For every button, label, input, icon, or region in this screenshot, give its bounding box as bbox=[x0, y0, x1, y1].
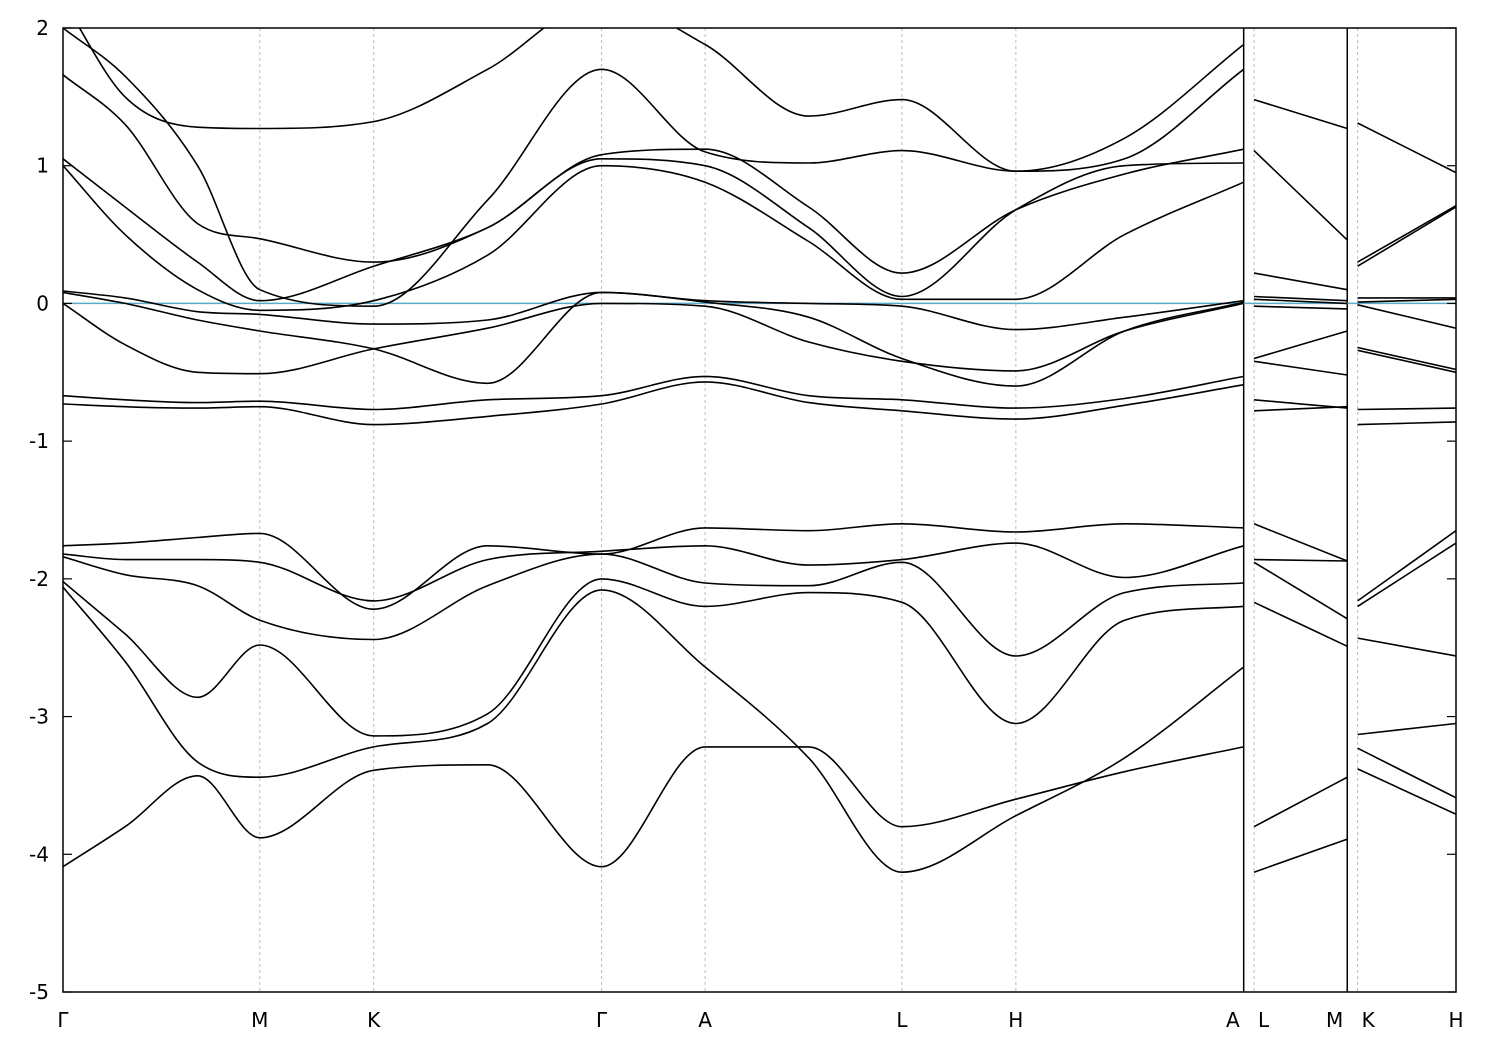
band-16-segment-1 bbox=[78, 28, 1245, 173]
x-tick-label: A bbox=[1226, 1008, 1240, 1032]
band-8-segment-3 bbox=[1357, 407, 1456, 411]
band-14-segment-2 bbox=[1253, 272, 1348, 291]
band-12-segment-3 bbox=[1357, 298, 1456, 303]
band-13 bbox=[63, 157, 1456, 302]
band-5-segment-1 bbox=[63, 542, 1244, 602]
band-3-segment-2 bbox=[1253, 601, 1348, 648]
band-1-segment-2 bbox=[1253, 776, 1348, 828]
band-6-segment-2 bbox=[1253, 523, 1348, 562]
band-12 bbox=[63, 164, 1456, 312]
band-11-segment-3 bbox=[1357, 304, 1456, 329]
y-tick-label: -5 bbox=[29, 980, 49, 1004]
x-tick-label: H bbox=[1008, 1008, 1023, 1032]
band-3 bbox=[63, 578, 1456, 737]
y-tick-label: -1 bbox=[29, 429, 49, 453]
band-7 bbox=[63, 381, 1456, 426]
band-13-segment-2 bbox=[1253, 295, 1348, 302]
y-tick-label: -3 bbox=[29, 705, 49, 729]
band-16 bbox=[78, 28, 1456, 174]
band-3-segment-1 bbox=[63, 578, 1244, 737]
band-4-segment-2 bbox=[1253, 561, 1348, 620]
x-tick-label: Γ bbox=[57, 1008, 69, 1032]
band-2-segment-1 bbox=[63, 586, 1245, 874]
x-tick-label: L bbox=[1258, 1008, 1270, 1032]
band-2-segment-2 bbox=[1253, 838, 1348, 873]
band-12-segment-2 bbox=[1253, 298, 1348, 305]
x-tick-label: A bbox=[698, 1008, 712, 1032]
band-14-segment-1 bbox=[63, 74, 1244, 274]
band-16-segment-3 bbox=[1357, 122, 1456, 174]
band-11-segment-2 bbox=[1253, 305, 1348, 310]
x-tick-label: H bbox=[1448, 1008, 1463, 1032]
band-15-segment-3 bbox=[1357, 205, 1456, 263]
band-8-segment-1 bbox=[63, 375, 1244, 411]
band-9-segment-2 bbox=[1253, 360, 1348, 376]
x-tick-label: K bbox=[1362, 1008, 1376, 1032]
band-6 bbox=[63, 522, 1456, 611]
y-tick-label: 2 bbox=[36, 16, 49, 40]
y-tick-label: -4 bbox=[29, 842, 49, 866]
x-tick-label: M bbox=[1326, 1008, 1343, 1032]
band-14-segment-3 bbox=[1357, 206, 1456, 267]
band-4 bbox=[63, 553, 1456, 657]
band-2 bbox=[63, 586, 1456, 874]
band-9 bbox=[63, 302, 1456, 376]
band-16-segment-2 bbox=[1253, 98, 1348, 130]
band-10 bbox=[63, 291, 1456, 387]
band-12-segment-1 bbox=[63, 164, 1245, 312]
y-tick-label: 1 bbox=[36, 154, 49, 178]
x-tick-label: Γ bbox=[596, 1008, 608, 1032]
band-series-layer bbox=[63, 28, 1456, 874]
band-15 bbox=[63, 28, 1456, 308]
plot-frame bbox=[62, 27, 1457, 993]
band-8-segment-2 bbox=[1253, 399, 1348, 409]
band-2-segment-3 bbox=[1357, 747, 1456, 799]
band-10-segment-1 bbox=[63, 291, 1244, 387]
band-5-segment-2 bbox=[1253, 558, 1348, 562]
band-10-segment-2 bbox=[1253, 330, 1348, 360]
band-10-segment-3 bbox=[1357, 346, 1456, 371]
band-7-segment-3 bbox=[1357, 421, 1456, 426]
band-9-segment-1 bbox=[63, 302, 1244, 375]
vertical-grid-lines bbox=[259, 28, 1359, 992]
band-1-segment-3 bbox=[1357, 768, 1456, 816]
band-3-segment-3 bbox=[1357, 722, 1456, 736]
band-9-segment-3 bbox=[1357, 349, 1456, 374]
y-axis-ticks: 2 1 0 -1 -2 -3 -4 -5 bbox=[29, 16, 1456, 1004]
band-14 bbox=[63, 74, 1456, 291]
band-1 bbox=[63, 746, 1456, 868]
y-tick-label: -2 bbox=[29, 567, 49, 591]
band-11 bbox=[63, 290, 1456, 331]
band-5 bbox=[63, 542, 1456, 608]
band-15-segment-2 bbox=[1253, 150, 1348, 241]
band-6-segment-3 bbox=[1357, 530, 1456, 602]
band-4-segment-1 bbox=[63, 553, 1244, 657]
band-4-segment-3 bbox=[1357, 637, 1456, 657]
band-13-segment-1 bbox=[63, 157, 1244, 302]
band-15-segment-1 bbox=[63, 28, 1245, 308]
band-1-segment-1 bbox=[63, 746, 1244, 868]
x-tick-label: M bbox=[251, 1008, 268, 1032]
band-6-segment-1 bbox=[63, 522, 1244, 611]
x-tick-label: K bbox=[367, 1008, 381, 1032]
y-tick-label: 0 bbox=[36, 291, 49, 315]
band-7-segment-1 bbox=[63, 381, 1244, 426]
x-tick-label: L bbox=[896, 1008, 908, 1032]
band-11-segment-1 bbox=[63, 290, 1244, 331]
band-8 bbox=[63, 375, 1456, 411]
band-5-segment-3 bbox=[1357, 542, 1456, 608]
